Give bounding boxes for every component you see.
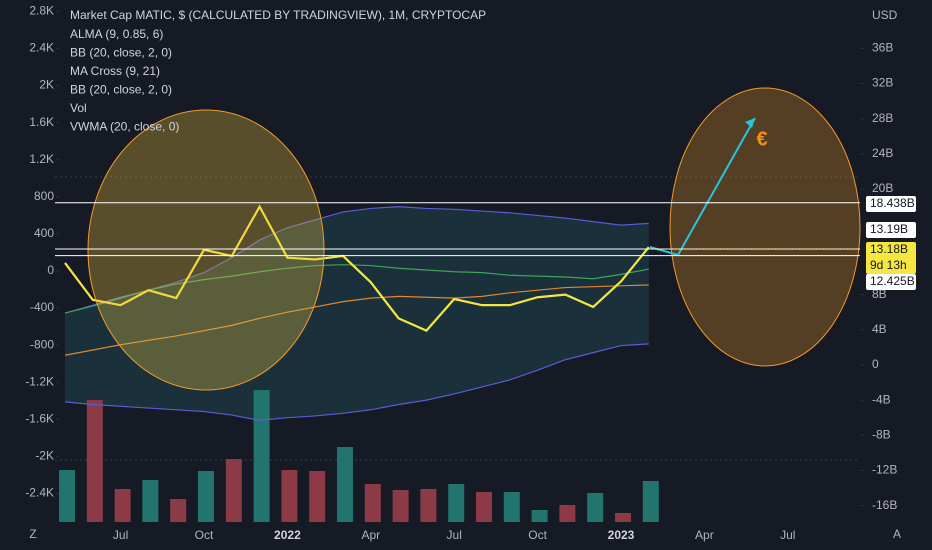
volume-bar	[476, 492, 492, 522]
countdown: 9d 13h	[870, 258, 907, 272]
series-line	[64, 206, 649, 314]
y2-tick-label: 1.2K	[29, 152, 54, 166]
volume-bar	[253, 390, 270, 522]
volume-bar	[531, 510, 548, 522]
x-tick-label: Jul	[113, 528, 128, 542]
y-tick-label: -4B	[872, 392, 891, 406]
y-tick-label: 32B	[872, 76, 893, 90]
euro-annotation: €	[756, 128, 767, 150]
volume-bar	[587, 493, 604, 522]
y-tick-label: 0	[872, 357, 879, 371]
auto-button[interactable]: A	[893, 527, 901, 541]
axis-unit: USD	[872, 8, 898, 22]
volume-bar	[448, 484, 465, 522]
price-tag	[866, 242, 916, 274]
y-tick-label: -8B	[872, 427, 891, 441]
volume-bar	[170, 499, 187, 522]
y2-tick-label: -1.6K	[25, 411, 54, 425]
legend-item: BB (20, close, 2, 0)	[70, 46, 172, 60]
volume-bar	[559, 505, 576, 522]
price-tag-label: 13.19B	[870, 222, 908, 236]
volume-bar	[337, 447, 353, 522]
highlight-circle	[87, 109, 325, 391]
y-tick-label: 24B	[872, 146, 893, 160]
volume-bar	[642, 481, 659, 522]
volume-bar	[86, 400, 103, 522]
x-tick-label: Oct	[528, 528, 547, 542]
highlight-circle	[669, 87, 861, 367]
y2-tick-label: 800	[34, 189, 54, 203]
volume-bar	[503, 492, 520, 522]
y2-tick-label: -2.4K	[25, 486, 54, 500]
x-tick-label: Jul	[447, 528, 462, 542]
series-line	[64, 284, 649, 356]
volume-bar	[392, 490, 409, 522]
x-tick-label: 2022	[274, 528, 301, 542]
y-tick-label: 28B	[872, 111, 893, 125]
y2-tick-label: -400	[30, 300, 54, 314]
band-fill	[65, 206, 649, 421]
projection-arrow	[649, 117, 756, 257]
y2-tick-label: -1.2K	[25, 374, 54, 388]
volume-bar	[281, 470, 298, 522]
price-tag-label: 18.438B	[870, 196, 915, 210]
volume-bar	[420, 489, 437, 522]
price-tag-label: 13.18B	[870, 242, 908, 256]
price-tag	[866, 274, 916, 290]
volume-bar	[198, 471, 214, 522]
y-tick-label: 20B	[872, 181, 893, 195]
price-tag	[866, 222, 916, 238]
x-tick-label: Apr	[695, 528, 714, 542]
series-line	[64, 204, 650, 332]
volume-bar	[114, 489, 131, 522]
y2-tick-label: -2K	[35, 449, 54, 463]
volume-bar	[225, 459, 242, 522]
y2-tick-label: 2.4K	[29, 41, 54, 55]
y2-tick-label: 400	[34, 226, 54, 240]
y2-tick-label: -800	[30, 337, 54, 351]
chart-title: Market Cap MATIC, $ (CALCULATED BY TRADI…	[70, 8, 486, 22]
x-tick-label: Apr	[361, 528, 380, 542]
series-line	[64, 343, 649, 421]
volume-bar	[309, 471, 326, 522]
y2-tick-label: 2.8K	[29, 4, 54, 18]
zoom-button[interactable]: Z	[29, 527, 36, 541]
y-tick-label: -12B	[872, 463, 897, 477]
y2-tick-label: 1.6K	[29, 115, 54, 129]
arrow-head	[745, 118, 755, 128]
y2-tick-label: 0	[47, 263, 54, 277]
volume-bar	[364, 484, 381, 522]
price-tag-label: 12.425B	[870, 274, 915, 288]
y-tick-label: -16B	[872, 498, 897, 512]
legend-item: Vol	[70, 101, 87, 115]
y-tick-label: 8B	[872, 287, 887, 301]
legend-item: BB (20, close, 2, 0)	[70, 83, 172, 97]
legend-item: ALMA (9, 0.85, 6)	[70, 27, 163, 41]
y-tick-label: 36B	[872, 41, 893, 55]
x-tick-label: Jul	[780, 528, 795, 542]
volume-bar	[615, 513, 631, 522]
legend-item: VWMA (20, close, 0)	[70, 120, 179, 134]
legend-item: MA Cross (9, 21)	[70, 64, 160, 78]
volume-bar	[59, 470, 75, 522]
y2-tick-label: 2K	[39, 78, 54, 92]
y-tick-label: 4B	[872, 322, 887, 336]
x-tick-label: Oct	[195, 528, 214, 542]
price-tag	[866, 196, 916, 212]
series-line	[64, 264, 649, 314]
volume-bar	[142, 480, 159, 522]
x-tick-label: 2023	[608, 528, 635, 542]
